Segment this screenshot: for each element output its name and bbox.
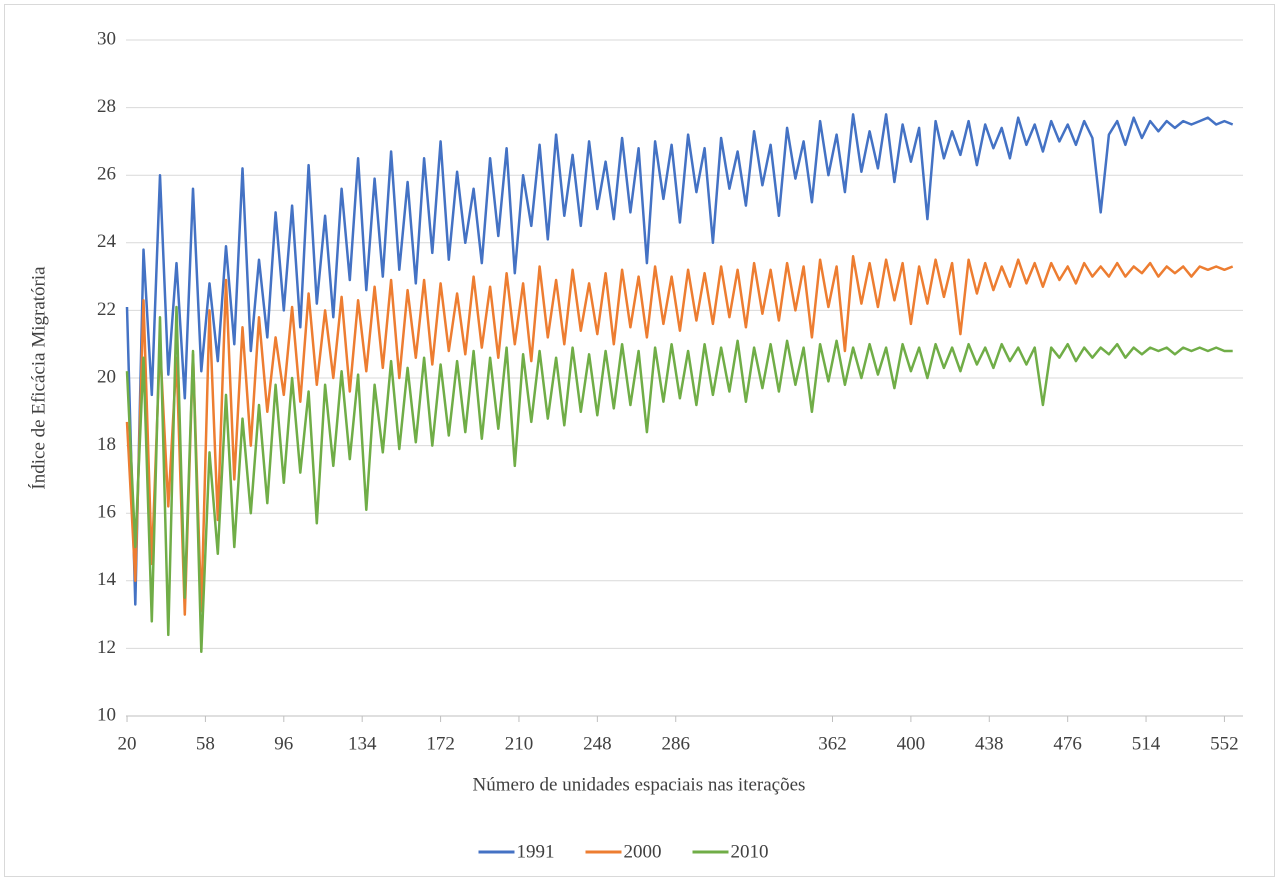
x-tick-label: 20 — [118, 733, 137, 754]
x-tick-label: 362 — [818, 733, 847, 754]
y-tick-label: 20 — [97, 366, 116, 387]
x-tick-label: 248 — [583, 733, 612, 754]
y-tick-label: 26 — [97, 164, 116, 185]
y-tick-label: 12 — [97, 637, 116, 658]
x-tick-label: 210 — [505, 733, 534, 754]
x-tick-label: 134 — [348, 733, 377, 754]
x-tick-label: 400 — [897, 733, 926, 754]
x-tick-label: 286 — [661, 733, 690, 754]
x-tick-label: 58 — [196, 733, 215, 754]
series-line — [125, 305, 1233, 654]
series-line — [125, 113, 1234, 606]
x-tick-label: 514 — [1132, 733, 1161, 754]
x-tick-label: 476 — [1053, 733, 1082, 754]
y-tick-label: 18 — [97, 434, 116, 455]
y-tick-label: 22 — [97, 299, 116, 320]
series-line — [125, 255, 1234, 616]
y-tick-label: 30 — [97, 28, 116, 49]
x-tick-label: 438 — [975, 733, 1004, 754]
legend-label: 1991 — [517, 841, 555, 862]
y-tick-label: 24 — [97, 231, 117, 252]
y-tick-label: 10 — [97, 704, 116, 725]
x-tick-label: 172 — [426, 733, 455, 754]
y-tick-label: 16 — [97, 502, 116, 523]
x-tick-label: 552 — [1210, 733, 1239, 754]
y-tick-label: 14 — [97, 569, 117, 590]
x-tick-label: 96 — [274, 733, 293, 754]
legend-label: 2000 — [624, 841, 662, 862]
y-tick-label: 28 — [97, 96, 116, 117]
y-axis-label: Índice de Eficácia Migratória — [27, 266, 49, 490]
legend-label: 2010 — [731, 841, 769, 862]
x-axis-label: Número de unidades espaciais nas iteraçõ… — [473, 774, 806, 795]
